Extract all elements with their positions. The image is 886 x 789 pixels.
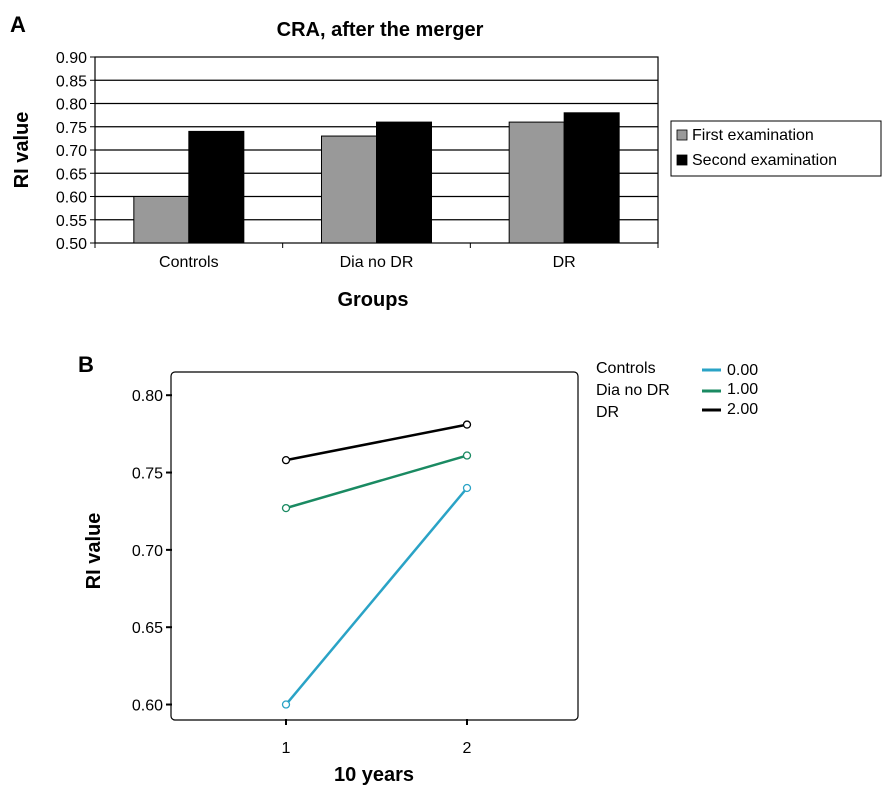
point-controls-2	[464, 485, 471, 492]
legend-code-dr: 2.00	[727, 401, 758, 418]
panel-a-legend: First examination Second examination	[671, 121, 881, 176]
panel-b-plot-frame	[171, 372, 578, 720]
panel-a-title: CRA, after the merger	[277, 19, 484, 41]
bar-second-examination-dia-no-dr	[377, 122, 432, 243]
point-dia-no-dr-2	[464, 452, 471, 459]
point-controls-1	[283, 701, 290, 708]
legend-label-dr: DR	[596, 404, 619, 421]
panel-b-legend: Controls Dia no DR DR 0.00 1.00 2.00	[596, 360, 758, 421]
panel-b-y-tick-label: 0.75	[132, 466, 163, 483]
bar-first-examination-controls	[134, 197, 189, 244]
panel-a-y-tick-label: 0.90	[56, 50, 87, 67]
panel-a-plot-area: 0.50 0.55 0.60 0.65 0.70 0.75 0.80 0.85 0.90 Con…	[56, 50, 658, 271]
panel-a-y-tick-label: 0.75	[56, 120, 87, 137]
legend-code-dia-no-dr: 1.00	[727, 381, 758, 398]
panel-b-y-tick-label: 0.70	[132, 543, 163, 560]
panel-a-y-ticks: 0.50 0.55 0.60 0.65 0.70 0.75 0.80 0.85 0.90	[56, 50, 95, 253]
legend-swatch-first-examination	[677, 130, 687, 140]
bar-first-examination-dr	[509, 122, 564, 243]
panel-b-y-axis-label: RI value	[83, 513, 105, 590]
panel-b-y-tick-label: 0.65	[132, 620, 163, 637]
panel-a-y-tick-label: 0.85	[56, 73, 87, 90]
panel-a-y-tick-label: 0.50	[56, 236, 87, 253]
panel-a-y-tick-label: 0.55	[56, 213, 87, 230]
legend-label-controls: Controls	[596, 360, 656, 377]
point-dr-1	[283, 457, 290, 464]
panel-b-x-tick-label: 1	[282, 740, 291, 757]
panel-a-x-ticks: Controls Dia no DR DR	[95, 243, 658, 271]
point-dr-2	[464, 421, 471, 428]
legend-code-controls: 0.00	[727, 362, 758, 379]
panel-a-x-tick-label: Dia no DR	[340, 254, 414, 271]
panel-b-letter: B	[78, 352, 94, 377]
panel-b-x-tick-label: 2	[463, 740, 472, 757]
panel-a-y-tick-label: 0.80	[56, 97, 87, 114]
bar-second-examination-controls	[189, 131, 244, 243]
panel-b-y-tick-label: 0.80	[132, 388, 163, 405]
panel-b-y-ticks: 0.60 0.65 0.70 0.75 0.80	[132, 388, 172, 714]
panel-b-y-tick-label: 0.60	[132, 698, 163, 715]
panel-a-y-tick-label: 0.65	[56, 166, 87, 183]
legend-label-dia-no-dr: Dia no DR	[596, 382, 670, 399]
panel-a-y-tick-label: 0.60	[56, 190, 87, 207]
panel-a-y-axis-label: RI value	[11, 112, 33, 189]
panel-a-x-tick-label: Controls	[159, 254, 219, 271]
panel-a-bars	[134, 113, 619, 243]
panel-a-letter: A	[10, 12, 26, 37]
bar-second-examination-dr	[564, 113, 619, 243]
panel-a-x-tick-label: DR	[553, 254, 576, 271]
panel-b-x-axis-label: 10 years	[334, 764, 414, 786]
bar-first-examination-dia-no-dr	[322, 136, 377, 243]
point-dia-no-dr-1	[283, 505, 290, 512]
legend-label-second-examination: Second examination	[692, 152, 837, 169]
panel-a-x-axis-label: Groups	[337, 289, 408, 311]
legend-swatch-second-examination	[677, 155, 687, 165]
legend-label-first-examination: First examination	[692, 127, 814, 144]
panel-a-y-tick-label: 0.70	[56, 143, 87, 160]
